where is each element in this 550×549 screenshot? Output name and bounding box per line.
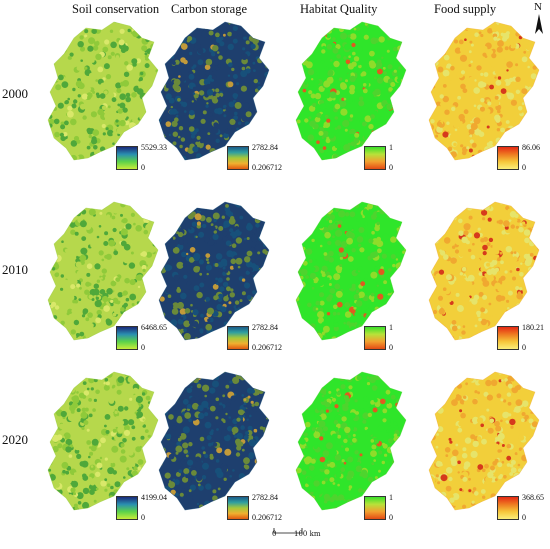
map-carbon-2020 — [155, 370, 275, 520]
legend-max-label: 180.21 — [522, 323, 544, 332]
scale-label: 100 km — [294, 530, 321, 538]
row-label-2000: 2000 — [2, 86, 28, 101]
column-title-carbon: Carbon storage — [171, 2, 248, 16]
map-habitat-2020 — [292, 370, 412, 520]
map-food-2010 — [425, 200, 545, 350]
legend-min-label: 0 — [522, 513, 526, 522]
row-label-2020: 2020 — [2, 432, 28, 447]
legend-max-label: 6468.65 — [141, 323, 167, 332]
column-title-soil: Soil conservation — [72, 2, 160, 16]
map-food-2020 — [425, 370, 545, 520]
legend-carbon-2020 — [227, 496, 249, 520]
legend-max-label: 1 — [389, 493, 393, 502]
legend-min-label: 0.206712 — [252, 163, 282, 172]
legend-carbon-2010 — [227, 326, 249, 350]
column-title-food: Food supply — [434, 2, 497, 16]
map-carbon-2010 — [155, 200, 275, 350]
legend-min-label: 0 — [141, 163, 145, 172]
legend-max-label: 4199.04 — [141, 493, 167, 502]
legend-max-label: 368.65 — [522, 493, 544, 502]
column-title-habitat: Habitat Quality — [300, 2, 378, 16]
legend-min-label: 0 — [389, 513, 393, 522]
legend-min-label: 0 — [389, 163, 393, 172]
legend-min-label: 0 — [141, 513, 145, 522]
map-soil-2010 — [44, 200, 164, 350]
legend-max-label: 86.06 — [522, 143, 540, 152]
legend-soil-2000 — [116, 146, 138, 170]
legend-food-2010 — [497, 326, 519, 350]
scale-bar: 0 100 km — [272, 520, 332, 544]
legend-max-label: 2782.84 — [252, 323, 278, 332]
legend-soil-2020 — [116, 496, 138, 520]
legend-max-label: 2782.84 — [252, 493, 278, 502]
legend-carbon-2000 — [227, 146, 249, 170]
row-label-2010: 2010 — [2, 262, 28, 277]
legend-min-label: 0.206712 — [252, 343, 282, 352]
legend-max-label: 1 — [389, 143, 393, 152]
scale-zero: 0 — [272, 530, 277, 538]
legend-min-label: 0 — [522, 163, 526, 172]
legend-max-label: 2782.84 — [252, 143, 278, 152]
legend-food-2000 — [497, 146, 519, 170]
legend-food-2020 — [497, 496, 519, 520]
legend-habitat-2010 — [364, 326, 386, 350]
legend-max-label: 1 — [389, 323, 393, 332]
map-habitat-2000 — [292, 20, 412, 170]
north-label: N — [534, 1, 542, 13]
legend-min-label: 0 — [389, 343, 393, 352]
legend-min-label: 0.206712 — [252, 513, 282, 522]
north-arrow-icon: N — [531, 1, 547, 36]
map-habitat-2010 — [292, 200, 412, 350]
legend-max-label: 5529.33 — [141, 143, 167, 152]
legend-habitat-2020 — [364, 496, 386, 520]
legend-habitat-2000 — [364, 146, 386, 170]
map-carbon-2000 — [155, 20, 275, 170]
legend-min-label: 0 — [522, 343, 526, 352]
map-soil-2000 — [44, 20, 164, 170]
legend-min-label: 0 — [141, 343, 145, 352]
legend-soil-2010 — [116, 326, 138, 350]
